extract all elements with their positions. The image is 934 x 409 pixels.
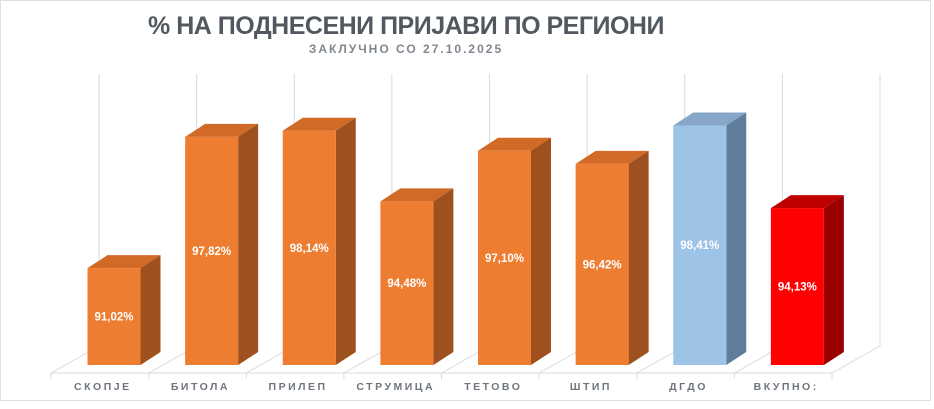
bar-value-label: 94,13% [778, 282, 817, 294]
bar-face-side [628, 150, 649, 365]
bar-3d: 98,41% [673, 112, 747, 365]
bar-3d: 97,82% [185, 123, 259, 366]
category-label: ТЕТОВО [464, 381, 522, 393]
bar-face-top [185, 123, 259, 137]
category-label: СКОПЈЕ [74, 381, 132, 393]
bar-3d: 98,14% [282, 117, 356, 365]
bar-face-side [531, 137, 552, 365]
bar-value-label: 97,82% [192, 246, 231, 258]
category-label: ДГДО [669, 381, 708, 393]
bar-face-top [87, 255, 161, 269]
category-label: СТРУМИЦА [356, 381, 435, 393]
bar-value-label: 98,14% [290, 243, 329, 255]
category-label: ШТИП [570, 381, 612, 393]
bar-face-side [238, 123, 259, 366]
bar-face-side [140, 255, 161, 365]
bar-face-front [673, 125, 727, 365]
bar-face-side [726, 112, 747, 365]
bar-face-top [673, 112, 747, 126]
bar-face-front [87, 268, 141, 365]
bar-face-front [282, 130, 336, 365]
bar-3d: 91,02% [87, 255, 161, 365]
bar-face-front [478, 150, 532, 365]
bar-face-top [282, 117, 356, 131]
bar-face-top [478, 137, 552, 151]
bar-3d: 96,42% [575, 150, 649, 365]
bar-face-side [335, 117, 356, 365]
category-label: ВКУПНО: [754, 381, 819, 393]
bar-face-front [575, 163, 629, 365]
bar-3d: 94,13% [770, 195, 844, 365]
bar-face-top [575, 150, 649, 164]
bar-3d: 97,10% [478, 137, 552, 365]
bar-face-top [770, 195, 844, 209]
bar-value-label: 97,10% [485, 253, 524, 265]
category-label: ПРИЛЕП [269, 381, 328, 393]
category-label: БИТОЛА [171, 381, 230, 393]
bar-face-front [770, 208, 824, 365]
bar-face-side [433, 188, 454, 365]
bar-value-label: 98,41% [680, 240, 719, 252]
bar-face-top [380, 188, 454, 202]
bar-value-label: 91,02% [95, 312, 134, 324]
bar-face-front [380, 201, 434, 365]
bar-face-side [823, 195, 844, 365]
bar-value-label: 94,48% [387, 278, 426, 290]
bar-face-front [185, 136, 239, 365]
bar-3d: 94,48% [380, 188, 454, 365]
bar-value-label: 96,42% [583, 259, 622, 271]
floor-divider [831, 345, 881, 374]
